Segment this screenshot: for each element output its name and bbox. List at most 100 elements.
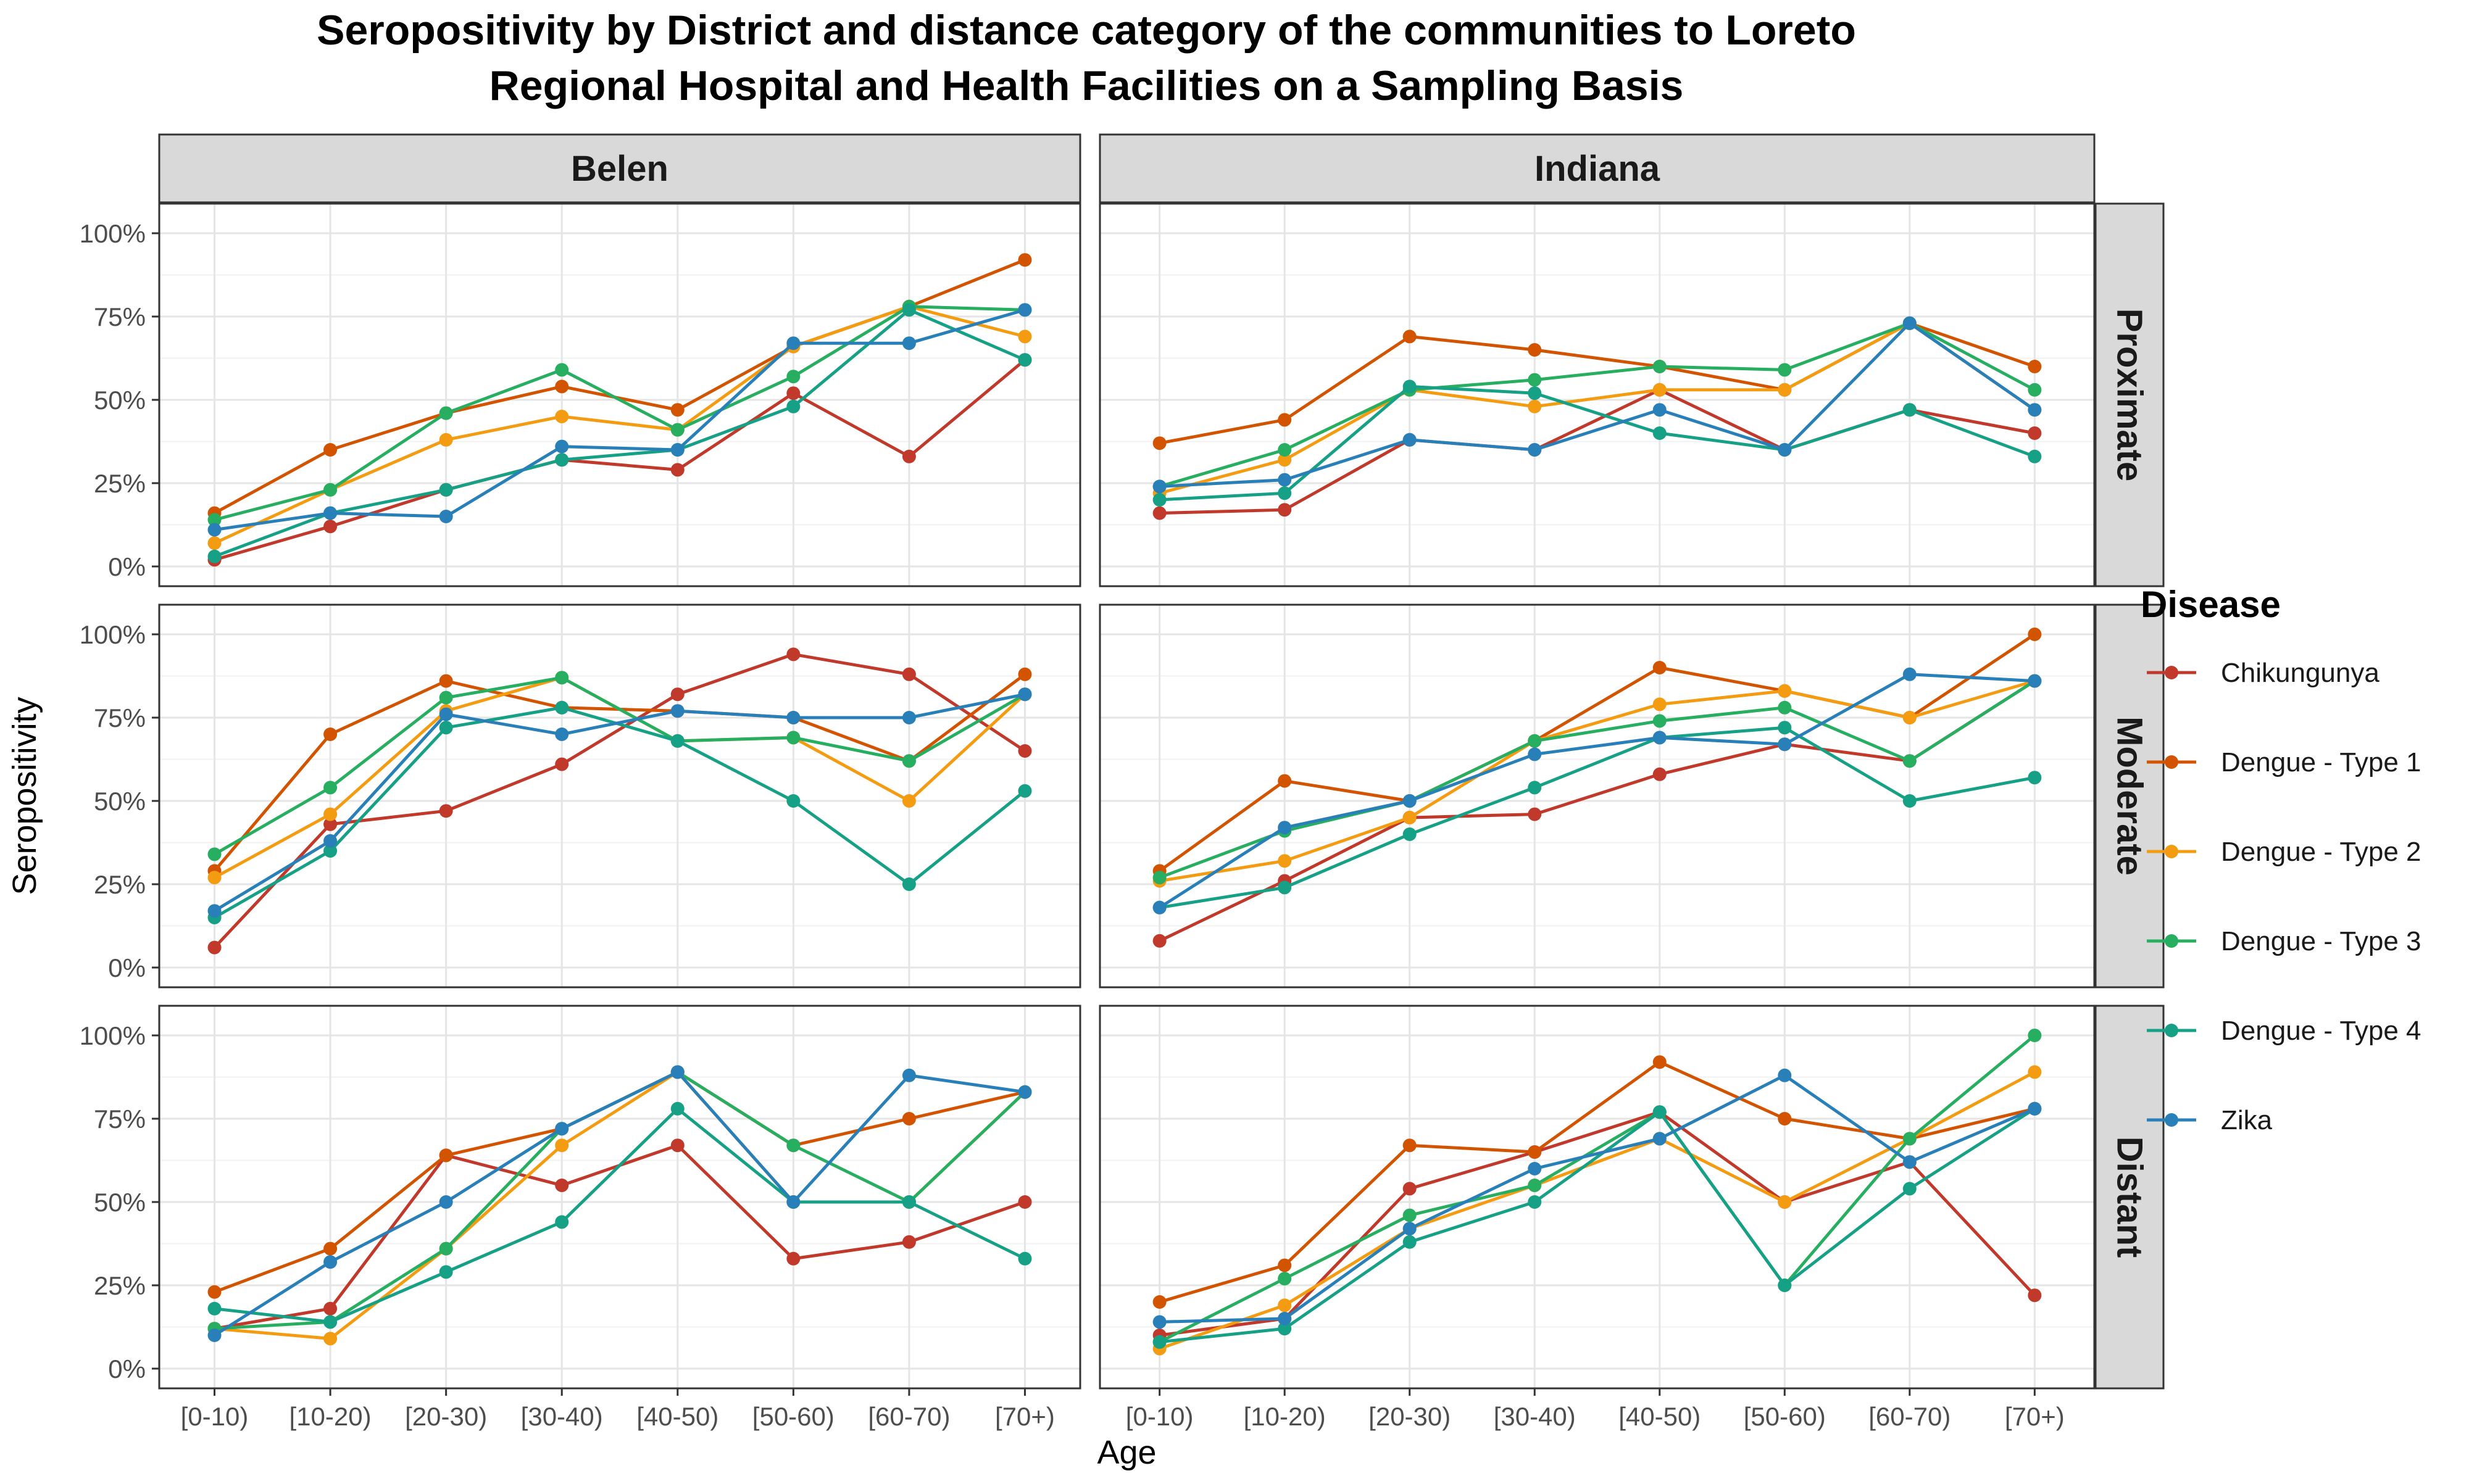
data-point (207, 871, 222, 885)
panel-background (1100, 605, 2094, 987)
facet-strip-column (158, 133, 1081, 204)
data-point (207, 536, 222, 550)
panel-border (1099, 202, 2096, 587)
data-point (1652, 383, 1667, 397)
data-point (670, 403, 685, 417)
data-point (1278, 486, 1292, 500)
series-line (214, 1070, 1025, 1337)
data-point (1278, 1322, 1292, 1336)
data-point (1528, 399, 1542, 413)
x-tick-label: [30-40) (521, 1402, 603, 1431)
y-tick-label: 25% (94, 469, 146, 498)
data-point (1278, 854, 1292, 868)
series-line (214, 1106, 1026, 1324)
y-tick-label: 75% (94, 1105, 146, 1134)
facet-strip-row (2094, 202, 2165, 587)
chart-title-line2: Regional Hospital and Health Facilities … (489, 62, 1684, 109)
data-point (1528, 807, 1542, 821)
data-point (207, 1329, 222, 1342)
x-tick-label: [10-20) (289, 1402, 372, 1431)
data-point (1652, 1055, 1667, 1069)
data-point (1652, 1105, 1667, 1119)
facet-strip-row-label: Distant (2110, 1137, 2150, 1258)
panel-border (158, 603, 1081, 989)
data-point (439, 1242, 453, 1256)
data-point (1528, 343, 1542, 357)
data-point (439, 1195, 453, 1209)
x-tick-label: [30-40) (1494, 1402, 1576, 1431)
data-point (439, 483, 453, 497)
series-line (1159, 726, 2035, 910)
data-point (902, 1195, 916, 1209)
series-line (1159, 673, 2035, 909)
data-point (2028, 360, 2042, 373)
series-line (214, 706, 1026, 919)
data-point (786, 1138, 801, 1153)
data-point (555, 379, 569, 394)
data-point (902, 303, 916, 317)
data-point (555, 363, 569, 377)
data-point (2028, 1029, 2042, 1042)
data-point (2028, 403, 2042, 417)
data-point (1528, 373, 1542, 387)
data-point (2028, 628, 2042, 641)
data-point (1652, 360, 1667, 373)
legend-label: Dengue - Type 3 (2221, 926, 2421, 956)
facet-strip-column-label: Belen (571, 149, 668, 189)
data-point (902, 667, 916, 681)
legend-key-point (2165, 845, 2178, 858)
data-point (1528, 386, 1542, 400)
data-point (1278, 881, 1292, 895)
panel-background (1100, 1006, 2094, 1388)
data-point (207, 1301, 222, 1316)
data-point (1528, 1145, 1542, 1159)
data-point (323, 506, 338, 520)
data-point (1778, 737, 1792, 752)
x-tick-label: [20-30) (1368, 1402, 1451, 1431)
series-line (1159, 1107, 2036, 1344)
x-tick-label: [10-20) (1244, 1402, 1326, 1431)
data-point (1018, 330, 1032, 344)
data-point (786, 731, 801, 745)
legend-label: Zika (2221, 1105, 2273, 1135)
data-point (786, 399, 801, 413)
data-point (207, 1285, 222, 1299)
data-point (1402, 1138, 1417, 1153)
legend-label: Dengue - Type 1 (2221, 747, 2421, 777)
data-point (2028, 1288, 2042, 1303)
data-point (670, 1101, 685, 1116)
series-line (214, 308, 1026, 532)
facet-strip-row-label: Moderate (2110, 716, 2150, 876)
data-point (1402, 433, 1417, 447)
data-point (555, 410, 569, 423)
series-line (214, 308, 1026, 558)
data-point (786, 711, 801, 724)
data-point (1902, 667, 1917, 681)
data-point (786, 336, 801, 350)
data-point (323, 844, 338, 858)
data-point (1402, 1182, 1417, 1196)
legend-label: Dengue - Type 4 (2221, 1016, 2421, 1046)
x-tick-label: [60-70) (1868, 1402, 1951, 1431)
data-point (1778, 721, 1792, 735)
facet-strip-row (2094, 603, 2165, 989)
data-point (1778, 1112, 1792, 1125)
data-point (902, 449, 916, 463)
y-tick-label: 100% (80, 219, 146, 248)
data-point (439, 707, 453, 721)
y-tick-label: 0% (108, 953, 146, 982)
data-point (439, 674, 453, 688)
y-tick-label: 75% (94, 302, 146, 331)
data-point (323, 520, 338, 534)
data-point (323, 727, 338, 741)
y-tick-label: 0% (108, 552, 146, 581)
series-line (214, 359, 1026, 562)
data-point (1018, 353, 1032, 367)
series-line (1159, 679, 2036, 943)
data-point (1402, 827, 1417, 841)
data-point (2028, 426, 2042, 440)
series-line (214, 305, 1026, 545)
data-point (1652, 714, 1667, 728)
data-point (1018, 687, 1032, 702)
